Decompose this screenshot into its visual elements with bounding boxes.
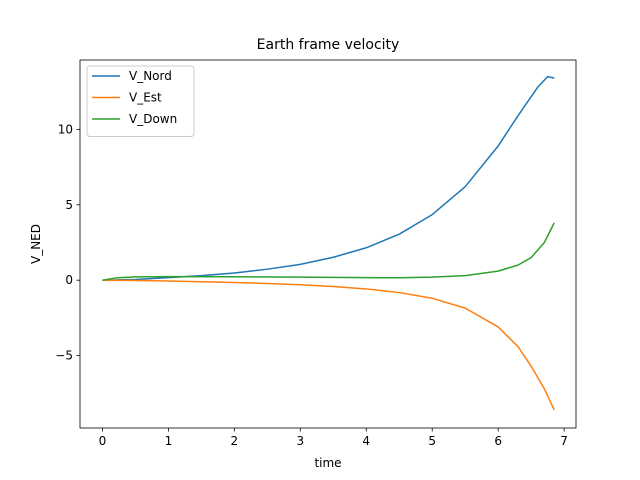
series-layer [102,75,555,411]
legend-label-v-nord: V_Nord [129,69,172,83]
x-tick-label: 5 [428,434,436,448]
x-tick-label: 6 [494,434,502,448]
legend: V_Nord V_Est V_Down [86,65,195,137]
x-tick-label: 0 [99,434,107,448]
x-tick-label: 7 [560,434,568,448]
x-tick-label: 3 [296,434,304,448]
series-line-v-est [102,279,555,411]
x-axis-label: time [314,456,341,470]
axes-frame [79,59,577,429]
y-tick-label: 10 [58,122,73,136]
x-tick-label: 4 [362,434,370,448]
y-axis-label: V_NED [29,224,43,264]
legend-label-v-down: V_Down [129,112,177,126]
x-tick-label: 2 [231,434,239,448]
axes-layer: 0 1 2 3 4 5 6 7 −5 0 5 10 [55,59,577,448]
y-tick-label: 5 [65,198,73,212]
y-tick-label: −5 [55,349,73,363]
chart-title: Earth frame velocity [257,37,400,53]
legend-label-v-est: V_Est [129,91,162,105]
series-line-v-down [102,222,555,281]
x-tick-label: 1 [165,434,173,448]
y-tick-label: 0 [65,273,73,287]
